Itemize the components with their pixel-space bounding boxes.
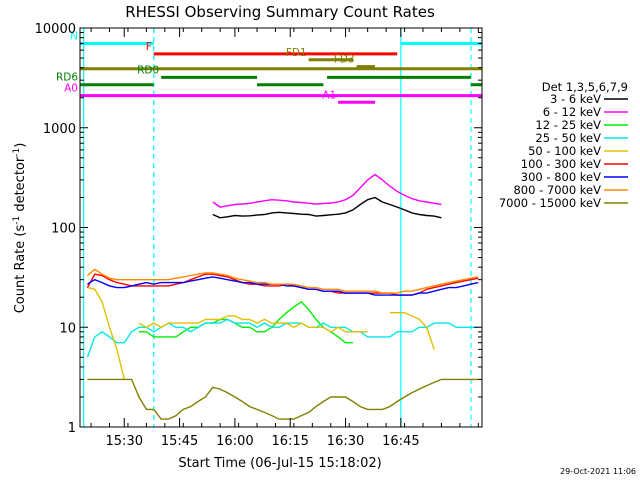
state-bar-label: FD3 xyxy=(334,54,355,66)
x-tick-label: 15:45 xyxy=(161,434,198,449)
state-bar-label: N xyxy=(70,30,78,42)
x-tick-label: 16:30 xyxy=(327,434,364,449)
state-bar-label: RD6 xyxy=(56,72,78,84)
state-bar-label: FD1 xyxy=(286,47,307,59)
legend-label: 7000 - 15000 keV xyxy=(499,196,601,210)
y-axis-label-exp1: -1 xyxy=(12,216,22,225)
x-axis-label: Start Time (06-Jul-15 15:18:02) xyxy=(178,456,381,471)
y-axis: 1 10 100 1000 10000 xyxy=(35,22,482,436)
y-axis-label-exp2: -1 xyxy=(12,148,22,157)
series-line-4 xyxy=(86,318,479,358)
series-line-1 xyxy=(212,196,442,219)
x-tick-label: 16:15 xyxy=(271,434,308,449)
legend-label: 800 - 7000 keV xyxy=(513,183,601,197)
x-tick-label: 16:00 xyxy=(216,434,253,449)
legend-label: 25 - 50 keV xyxy=(535,131,601,145)
legend-label: 6 - 12 keV xyxy=(543,105,601,119)
plot-frame xyxy=(79,27,483,428)
series-line-8 xyxy=(86,268,479,294)
y-tick-label: 10000 xyxy=(35,22,76,37)
legend-label: 50 - 100 keV xyxy=(528,144,601,158)
legend-title: Det 1,3,5,6,7,9 xyxy=(542,80,628,94)
y-tick-label: 100 xyxy=(51,222,76,237)
state-bar-label: F xyxy=(146,41,152,53)
chart-title: RHESSI Observing Summary Count Rates xyxy=(125,3,435,21)
series-line-2 xyxy=(212,173,442,208)
y-tick-label: 1 xyxy=(68,421,76,436)
y-axis-label-end: ) xyxy=(13,143,28,148)
series-line-7 xyxy=(87,276,479,296)
y-axis-label-mid: detector xyxy=(13,156,28,216)
legend-label: 3 - 6 keV xyxy=(550,92,601,106)
y-tick-label: 10 xyxy=(59,321,76,336)
x-axis: 15:30 15:45 16:00 16:15 16:30 16:45 xyxy=(90,28,479,449)
series-line-3 xyxy=(139,300,353,344)
legend-label: 12 - 25 keV xyxy=(535,118,601,132)
y-tick-label: 1000 xyxy=(43,122,76,137)
series-line-5 xyxy=(87,286,435,380)
y-axis-label: Count Rate (s-1 detector-1) xyxy=(12,143,28,314)
x-tick-label: 16:45 xyxy=(382,434,419,449)
y-axis-label-main: Count Rate (s xyxy=(13,225,28,314)
legend-label: 300 - 800 keV xyxy=(521,170,601,184)
state-bar-label: RD0 xyxy=(137,64,159,76)
x-tick-label: 15:30 xyxy=(106,434,143,449)
series-line-9 xyxy=(87,378,479,420)
state-bar-label: A0 xyxy=(64,83,78,95)
state-bar-label: A1 xyxy=(322,89,336,101)
timestamp: 29-Oct-2021 11:06 xyxy=(560,467,636,476)
legend-label: 100 - 300 keV xyxy=(521,157,601,171)
